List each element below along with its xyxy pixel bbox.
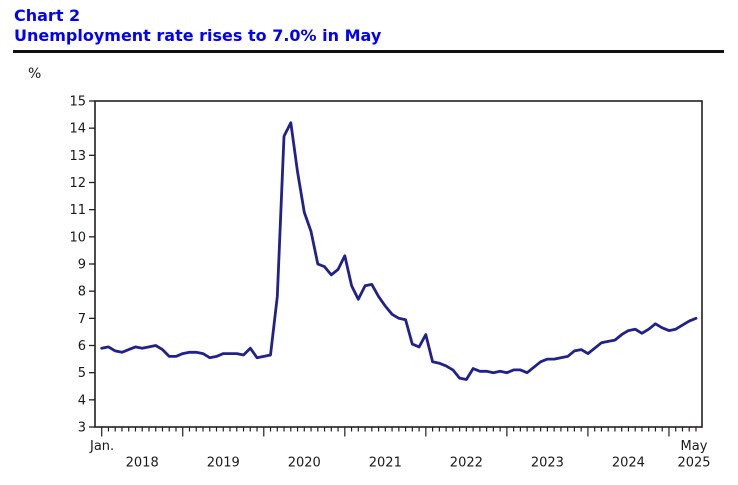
y-axis-tick-label: 13	[69, 149, 86, 164]
chart-number-label: Chart 2	[14, 6, 81, 25]
y-axis-tick-label: 15	[69, 95, 86, 110]
x-axis-year-label: 2020	[288, 456, 321, 471]
y-axis-tick-label: 4	[78, 393, 86, 408]
y-axis-unit-label: %	[28, 66, 41, 82]
x-axis-year-label: 2021	[369, 456, 402, 471]
x-axis-year-label: 2019	[207, 456, 240, 471]
plot-frame	[94, 100, 703, 428]
y-axis-tick-label: 3	[78, 421, 86, 436]
y-axis-tick-label: 6	[78, 339, 86, 354]
title-divider-rule	[13, 50, 724, 53]
y-axis-tick-label: 8	[78, 285, 86, 300]
unemployment-rate-line	[100, 121, 698, 381]
y-axis-tick-label: 5	[78, 366, 86, 381]
y-axis-tick-label: 7	[78, 312, 86, 327]
y-axis-tick-label: 9	[78, 258, 86, 273]
chart-header: Chart 2 Unemployment rate rises to 7.0% …	[14, 6, 381, 46]
x-axis-last-month-label: May	[681, 439, 708, 454]
x-axis-first-tick-label: Jan.	[89, 439, 114, 454]
x-axis-year-label: 2024	[612, 456, 645, 471]
y-axis-tick-label: 11	[69, 203, 86, 218]
y-axis-tick-label: 10	[69, 230, 86, 245]
x-axis-year-label: 2023	[531, 456, 564, 471]
y-axis-tick-label: 12	[69, 176, 86, 191]
x-axis-year-label: 2022	[450, 456, 483, 471]
x-axis-year-label: 2025	[677, 456, 710, 471]
y-axis-tick-label: 14	[69, 122, 86, 137]
chart-title: Unemployment rate rises to 7.0% in May	[14, 26, 382, 45]
x-axis-year-label: 2018	[126, 456, 159, 471]
